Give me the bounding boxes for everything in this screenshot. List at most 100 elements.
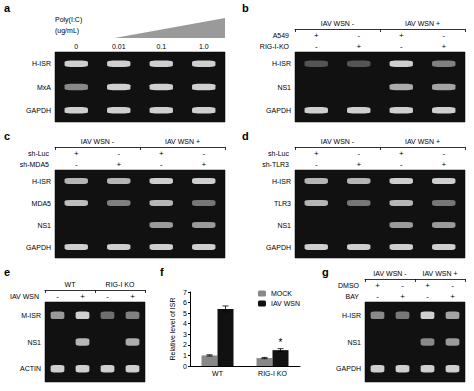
svg-text:WT: WT	[212, 370, 224, 377]
svg-text:IAV WSN -: IAV WSN -	[81, 138, 115, 145]
svg-text:MDA5: MDA5	[32, 200, 52, 207]
svg-text:-: -	[202, 149, 205, 158]
svg-text:IAV WSN -: IAV WSN -	[373, 270, 407, 277]
svg-text:+: +	[450, 292, 455, 301]
svg-text:+: +	[441, 42, 446, 51]
svg-text:IAV WSN +: IAV WSN +	[422, 270, 457, 277]
svg-text:c: c	[4, 130, 10, 142]
svg-text:ACTIN: ACTIN	[20, 365, 41, 372]
svg-text:GAPDH: GAPDH	[266, 107, 291, 114]
svg-text:A549: A549	[273, 32, 289, 39]
svg-text:-: -	[376, 292, 379, 301]
svg-text:*: *	[279, 337, 283, 348]
svg-text:+: +	[441, 160, 446, 169]
svg-text:+: +	[116, 160, 121, 169]
svg-text:IAV WSN +: IAV WSN +	[405, 138, 440, 145]
svg-text:-: -	[400, 160, 403, 169]
svg-text:H-ISR: H-ISR	[32, 178, 51, 185]
svg-text:-: -	[106, 292, 109, 301]
svg-text:-: -	[357, 31, 360, 40]
svg-text:-: -	[56, 292, 59, 301]
svg-text:-: -	[357, 149, 360, 158]
svg-text:Poly(I:C): Poly(I:C)	[55, 16, 82, 24]
svg-text:+: +	[356, 42, 361, 51]
svg-text:7: 7	[183, 289, 187, 296]
svg-text:H-ISR: H-ISR	[272, 60, 291, 67]
svg-text:-: -	[442, 31, 445, 40]
svg-text:IAV WSN +: IAV WSN +	[405, 20, 440, 27]
svg-text:+: +	[400, 292, 405, 301]
svg-text:-: -	[315, 160, 318, 169]
svg-text:-: -	[75, 160, 78, 169]
svg-text:-: -	[451, 281, 454, 290]
svg-text:RIG-I KO: RIG-I KO	[258, 370, 287, 377]
svg-text:IAV WSN +: IAV WSN +	[165, 138, 200, 145]
svg-text:MxA: MxA	[37, 84, 51, 91]
svg-text:M-ISR: M-ISR	[21, 312, 41, 319]
svg-text:NS1: NS1	[37, 222, 51, 229]
svg-text:+: +	[399, 149, 404, 158]
svg-text:DMSO: DMSO	[338, 282, 360, 289]
svg-text:+: +	[159, 149, 164, 158]
svg-text:+: +	[130, 292, 135, 301]
svg-text:GAPDH: GAPDH	[266, 244, 291, 251]
svg-text:H-ISR: H-ISR	[32, 60, 51, 67]
svg-text:5: 5	[183, 310, 187, 317]
svg-text:-: -	[117, 149, 120, 158]
svg-text:+: +	[314, 31, 319, 40]
svg-text:GAPDH: GAPDH	[26, 244, 51, 251]
svg-text:a: a	[4, 2, 11, 14]
svg-text:NS1: NS1	[347, 339, 361, 346]
svg-text:(ug/mL): (ug/mL)	[55, 27, 79, 35]
svg-text:+: +	[425, 281, 430, 290]
svg-text:TLR3: TLR3	[274, 200, 291, 207]
svg-text:WT: WT	[65, 281, 77, 288]
svg-text:+: +	[201, 160, 206, 169]
svg-text:-: -	[160, 160, 163, 169]
svg-text:+: +	[399, 31, 404, 40]
svg-text:0.1: 0.1	[156, 43, 166, 50]
svg-text:-: -	[315, 42, 318, 51]
svg-text:+: +	[74, 149, 79, 158]
svg-text:-: -	[426, 292, 429, 301]
svg-text:H-ISR: H-ISR	[272, 178, 291, 185]
svg-text:0.01: 0.01	[112, 43, 126, 50]
svg-text:4: 4	[183, 320, 187, 327]
svg-text:GAPDH: GAPDH	[336, 365, 361, 372]
svg-text:-: -	[401, 281, 404, 290]
svg-text:NS1: NS1	[277, 222, 291, 229]
svg-text:0: 0	[74, 43, 78, 50]
svg-text:-: -	[400, 42, 403, 51]
svg-text:sh-TLR3: sh-TLR3	[262, 161, 289, 168]
svg-text:1: 1	[183, 352, 187, 359]
svg-text:3: 3	[183, 331, 187, 338]
svg-text:IAV WSN: IAV WSN	[10, 293, 39, 300]
svg-text:NS1: NS1	[27, 339, 41, 346]
svg-text:2: 2	[183, 341, 187, 348]
svg-text:BAY: BAY	[346, 293, 360, 300]
svg-text:-: -	[442, 149, 445, 158]
svg-text:GAPDH: GAPDH	[26, 107, 51, 114]
svg-text:sh-Luc: sh-Luc	[268, 150, 290, 157]
svg-text:6: 6	[183, 299, 187, 306]
svg-text:sh-Luc: sh-Luc	[28, 150, 50, 157]
svg-text:g: g	[322, 266, 329, 278]
svg-text:e: e	[4, 266, 10, 278]
svg-text:0: 0	[183, 363, 187, 370]
svg-text:f: f	[160, 266, 164, 278]
svg-text:Relative level of ISR: Relative level of ISR	[169, 297, 176, 360]
svg-text:+: +	[356, 160, 361, 169]
svg-text:H-ISR: H-ISR	[342, 312, 361, 319]
svg-text:MOCK: MOCK	[271, 290, 292, 297]
svg-text:+: +	[80, 292, 85, 301]
svg-text:+: +	[314, 149, 319, 158]
svg-text:IAV WSN: IAV WSN	[271, 300, 300, 307]
svg-text:1.0: 1.0	[199, 43, 209, 50]
svg-text:IAV WSN -: IAV WSN -	[321, 20, 355, 27]
svg-text:RIG-I-KO: RIG-I-KO	[260, 43, 290, 50]
svg-text:d: d	[242, 130, 249, 142]
svg-text:IAV WSN -: IAV WSN -	[321, 138, 355, 145]
svg-text:sh-MDA5: sh-MDA5	[20, 161, 49, 168]
svg-text:NS1: NS1	[277, 84, 291, 91]
svg-text:b: b	[242, 2, 249, 14]
